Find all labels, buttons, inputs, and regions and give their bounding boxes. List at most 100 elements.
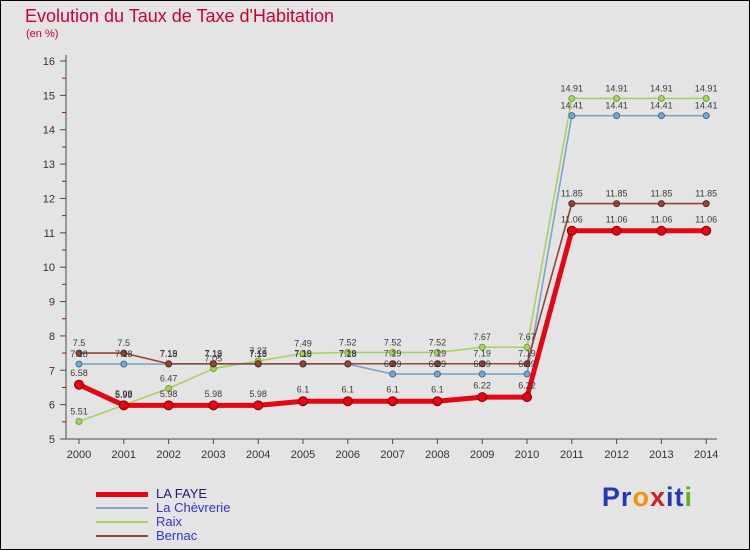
point-label: 6.1 [342, 385, 355, 395]
point-label: 6.58 [70, 368, 88, 378]
y-tick-label: 10 [43, 262, 55, 274]
y-tick-label: 8 [49, 331, 55, 343]
data-point [611, 225, 622, 236]
point-label: 7.05 [205, 354, 223, 364]
point-label: 7.49 [294, 338, 312, 348]
point-label: 7.18 [205, 349, 223, 359]
point-label: 7.67 [473, 332, 491, 342]
data-point [433, 370, 441, 378]
point-label: 7.18 [249, 349, 267, 359]
data-point [566, 225, 577, 236]
point-label: 7.19 [249, 349, 267, 359]
y-tick-label: 12 [43, 193, 55, 205]
x-tick-label: 2006 [336, 449, 360, 461]
point-label: 14.41 [695, 101, 718, 111]
y-tick-label: 9 [49, 297, 55, 309]
point-label: 7.18 [115, 349, 133, 359]
data-point [568, 200, 576, 208]
logo-letter: P [601, 482, 621, 512]
data-point [702, 94, 710, 102]
x-tick-label: 2007 [380, 449, 404, 461]
x-tick-label: 2001 [112, 449, 136, 461]
point-label: 7.19 [294, 349, 312, 359]
point-label: 7.52 [384, 337, 402, 347]
point-label: 6.89 [384, 359, 402, 369]
point-label: 7.19 [384, 349, 402, 359]
point-label: 14.91 [695, 83, 718, 93]
point-label: 11.85 [695, 189, 717, 199]
data-point [75, 360, 83, 368]
series-line-1 [78, 114, 708, 375]
logo-letter: t [674, 482, 685, 512]
point-label: 11.85 [606, 189, 628, 199]
point-label: 14.41 [650, 101, 673, 111]
data-point [299, 349, 307, 357]
x-tick-label: 2003 [201, 449, 225, 461]
data-point [657, 94, 665, 102]
legend-line-la-chevrerie [96, 507, 148, 509]
point-label: 14.41 [605, 101, 628, 111]
legend-line-la-faye [96, 491, 148, 497]
x-tick-label: 2012 [604, 449, 628, 461]
point-label: 5.51 [70, 406, 88, 416]
data-point [208, 400, 219, 411]
data-point [656, 225, 667, 236]
y-tick-label: 15 [43, 90, 55, 102]
logo-letter: r [620, 482, 633, 512]
data-point [702, 112, 710, 120]
data-point [433, 348, 441, 356]
data-point [389, 360, 397, 368]
data-point [387, 396, 398, 407]
legend-item-bernac: Bernac [96, 529, 230, 543]
data-point [478, 360, 486, 368]
data-point [163, 400, 174, 411]
y-tick-label: 11 [44, 228, 55, 240]
point-label: 11.85 [561, 189, 583, 199]
point-label: 6.22 [473, 381, 491, 391]
point-label: 7.19 [518, 349, 536, 359]
data-point [432, 396, 443, 407]
data-point [433, 360, 441, 368]
legend-item-la-faye: LA FAYE [96, 487, 230, 501]
data-point [75, 417, 83, 425]
x-tick-label: 2014 [694, 449, 718, 461]
logo-letter: i [665, 482, 675, 512]
legend-label-bernac: Bernac [156, 528, 198, 543]
point-label: 7.18 [339, 349, 357, 359]
data-point [613, 200, 621, 208]
legend-item-raix: Raix [96, 515, 230, 529]
point-label: 6.89 [473, 359, 491, 369]
point-label: 6.22 [518, 381, 536, 391]
y-tick-label: 7 [49, 365, 55, 377]
data-point [613, 94, 621, 102]
point-label: 6.47 [160, 373, 178, 383]
data-point [118, 400, 129, 411]
point-label: 7.19 [473, 349, 491, 359]
point-label: 7.52 [339, 337, 357, 347]
point-label: 14.91 [605, 83, 628, 93]
point-label: 7.18 [294, 349, 312, 359]
x-tick-label: 2002 [156, 449, 180, 461]
data-point [120, 349, 128, 357]
x-tick-label: 2000 [67, 449, 91, 461]
legend-label-la-faye: LA FAYE [156, 486, 208, 501]
data-point [344, 360, 352, 368]
y-tick-label: 5 [49, 434, 55, 446]
point-label: 11.06 [561, 214, 583, 224]
point-label: 5.98 [160, 389, 178, 399]
data-point [342, 396, 353, 407]
data-point [254, 360, 262, 368]
x-tick-label: 2011 [560, 449, 584, 461]
x-tick-label: 2004 [246, 449, 270, 461]
legend-label-raix: Raix [156, 514, 183, 529]
line-chart: 5 6 7 8 9 10 11 12 13 14 15 16 2000 2001 2002 2003 2004 2… [43, 55, 718, 461]
data-point [209, 360, 217, 368]
y-tick-label: 14 [43, 125, 55, 137]
point-label: 14.91 [561, 83, 584, 93]
data-point [478, 343, 486, 351]
point-label: 6.1 [386, 385, 399, 395]
point-label: 7.67 [518, 332, 536, 342]
data-point [701, 225, 712, 236]
data-point [568, 112, 576, 120]
